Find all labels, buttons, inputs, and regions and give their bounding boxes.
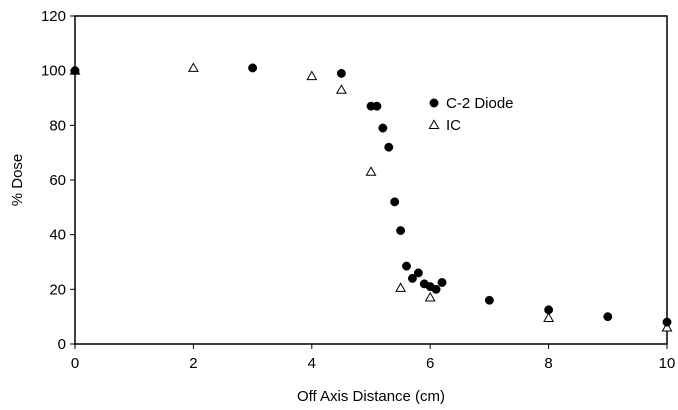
series-c2-diode — [70, 63, 672, 327]
x-tick-label: 6 — [426, 355, 434, 372]
data-point — [390, 197, 400, 207]
legend-label: C-2 Diode — [446, 95, 514, 112]
x-tick-label: 8 — [544, 355, 552, 372]
legend-marker — [428, 119, 440, 129]
y-tick-label: 120 — [41, 8, 66, 25]
data-point — [437, 278, 447, 287]
y-tick-label: 20 — [49, 281, 66, 298]
x-tick-label: 4 — [308, 355, 316, 372]
data-point — [544, 305, 554, 315]
data-point — [402, 261, 411, 271]
data-point — [431, 284, 441, 294]
y-axis-title: % Dose — [9, 154, 26, 207]
legend-marker — [429, 98, 439, 108]
y-tick-label: 40 — [49, 227, 66, 244]
data-series — [69, 62, 673, 332]
data-point — [484, 295, 494, 305]
data-point — [306, 70, 318, 81]
data-point — [603, 312, 613, 322]
data-point — [662, 317, 672, 327]
y-tick-label: 100 — [41, 63, 66, 80]
data-point — [407, 273, 417, 283]
data-point — [424, 291, 436, 302]
x-axis-title: Off Axis Distance (cm) — [297, 388, 445, 405]
legend: C-2 Diode IC — [428, 95, 514, 134]
y-tick-label: 80 — [49, 117, 66, 134]
data-point — [378, 123, 388, 133]
data-point — [187, 62, 199, 72]
data-point — [396, 226, 406, 236]
x-axis: 0 2 4 6 8 10 — [71, 344, 676, 372]
data-point — [661, 321, 673, 332]
data-point — [372, 101, 382, 111]
x-tick-label: 2 — [189, 355, 197, 372]
plot-frame — [74, 15, 668, 345]
data-point — [70, 66, 80, 76]
data-point — [336, 68, 346, 78]
data-point — [365, 166, 377, 176]
data-point — [335, 84, 347, 94]
data-point — [543, 312, 555, 322]
x-tick-label: 10 — [659, 355, 676, 372]
data-point — [248, 63, 258, 73]
y-axis: 0 20 40 60 80 100 120 — [41, 8, 75, 353]
plot-area-border — [74, 15, 668, 345]
x-tick-label: 0 — [71, 355, 79, 372]
y-tick-label: 0 — [58, 336, 66, 353]
y-tick-label: 60 — [49, 172, 66, 189]
data-point — [413, 268, 423, 278]
legend-label: IC — [446, 117, 461, 134]
data-point — [395, 282, 407, 292]
data-point — [384, 142, 394, 152]
